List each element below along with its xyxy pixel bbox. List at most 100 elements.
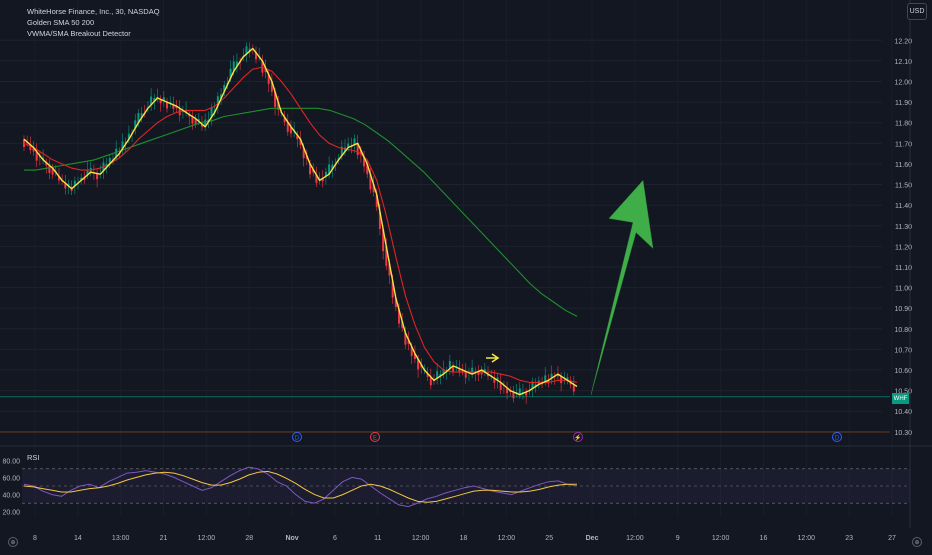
x-axis-label: 14: [74, 535, 82, 542]
candle-body: [347, 143, 350, 148]
candle-body: [134, 120, 137, 129]
candle-body: [506, 387, 509, 394]
candle-body: [35, 151, 38, 161]
candle-body: [283, 117, 286, 122]
candle-body: [223, 85, 226, 92]
candle-body: [175, 106, 178, 109]
upward-arrow-icon: [590, 179, 654, 395]
candle-body: [328, 164, 331, 175]
breakout-marker-icon: [486, 353, 500, 363]
candle-body: [248, 48, 251, 52]
candle-body: [73, 180, 76, 186]
candle-body: [394, 297, 397, 307]
candle-body: [315, 174, 318, 183]
x-axis-label: 23: [845, 535, 853, 542]
candle-body: [512, 391, 515, 399]
candle-body: [378, 212, 381, 230]
candle-body: [366, 163, 369, 175]
candle-body: [277, 102, 280, 110]
y-axis-label: 12.00: [894, 80, 912, 87]
candle-body: [372, 184, 375, 193]
event-marker: [832, 432, 842, 442]
x-axis-label: 12:00: [498, 535, 516, 542]
event-marker-label: D: [295, 436, 300, 442]
rsi-axis-label: 60.00: [2, 475, 20, 482]
indicator-golden-sma[interactable]: Golden SMA 50 200: [27, 18, 95, 27]
candle-body: [417, 359, 420, 370]
currency-button[interactable]: USD: [907, 3, 927, 20]
candle-body: [274, 91, 277, 107]
candle-body: [162, 97, 165, 101]
candle-body: [194, 118, 197, 124]
x-axis-label: 12:00: [798, 535, 816, 542]
candle-body: [299, 139, 302, 145]
candle-body: [388, 263, 391, 276]
x-axis-label: Dec: [586, 535, 599, 542]
candle-body: [375, 194, 378, 207]
candle-body: [185, 109, 188, 113]
x-axis-label: 13:00: [112, 535, 130, 542]
y-axis-label: 10.90: [894, 306, 912, 313]
sma-50-line: [23, 66, 578, 383]
timezone-icon[interactable]: ⊕: [8, 537, 18, 547]
candle-body: [309, 163, 312, 175]
candle-body: [458, 368, 461, 373]
candle-body: [525, 391, 528, 396]
candle-body: [153, 98, 156, 102]
symbol-title[interactable]: WhiteHorse Finance, Inc., 30, NASDAQ: [27, 7, 160, 16]
candle-body: [496, 377, 499, 381]
candle-body: [57, 176, 60, 181]
candle-body: [137, 113, 140, 123]
x-axis-label: 8: [33, 535, 37, 542]
candle-body: [264, 67, 267, 73]
x-axis-label: 25: [545, 535, 553, 542]
candle-body: [96, 173, 99, 180]
candle-body: [127, 133, 130, 140]
event-marker-label: ⚡: [574, 434, 581, 442]
settings-icon[interactable]: ⊕: [912, 537, 922, 547]
candle-body: [172, 104, 175, 109]
candle-body: [255, 52, 258, 60]
candle-body: [286, 122, 289, 132]
x-axis-label: 12:00: [712, 535, 730, 542]
indicator-vwma-breakout[interactable]: VWMA/SMA Breakout Detector: [27, 29, 131, 38]
candle-body: [220, 94, 223, 99]
candle-body: [267, 74, 270, 84]
candle-body: [471, 367, 474, 375]
x-axis-label: Nov: [285, 535, 298, 542]
x-axis-label: 18: [460, 535, 468, 542]
candle-body: [108, 158, 111, 164]
rsi-axis-label: 20.00: [2, 510, 20, 517]
rsi-indicator-label[interactable]: RSI: [27, 453, 40, 462]
candle-body: [23, 139, 25, 147]
candle-body: [448, 360, 451, 369]
y-axis-label: 11.00: [895, 286, 912, 293]
candle-body: [359, 150, 362, 155]
y-axis-label: 11.10: [895, 265, 912, 272]
x-axis-label: 9: [676, 535, 680, 542]
candle-body: [560, 376, 563, 384]
vwma-line: [23, 47, 578, 396]
candle-body: [29, 144, 32, 150]
x-axis-label: 28: [245, 535, 253, 542]
candle-body: [245, 46, 248, 55]
candle-body: [401, 321, 404, 328]
y-axis-label: 11.20: [895, 244, 912, 251]
candle-body: [64, 183, 67, 189]
candle-body: [550, 373, 553, 379]
candle-body: [121, 141, 124, 149]
candle-body: [398, 309, 401, 324]
candle-body: [391, 280, 394, 298]
y-axis-label: 11.80: [895, 121, 912, 128]
candle-body: [331, 164, 334, 170]
x-axis-label: 11: [374, 535, 381, 542]
candle-body: [32, 147, 35, 152]
candle-body: [452, 365, 455, 373]
y-axis-label: 11.70: [895, 141, 912, 148]
candle-body: [235, 61, 238, 67]
event-marker: [292, 432, 302, 442]
y-axis-label: 11.60: [895, 162, 912, 169]
candle-body: [48, 165, 51, 173]
